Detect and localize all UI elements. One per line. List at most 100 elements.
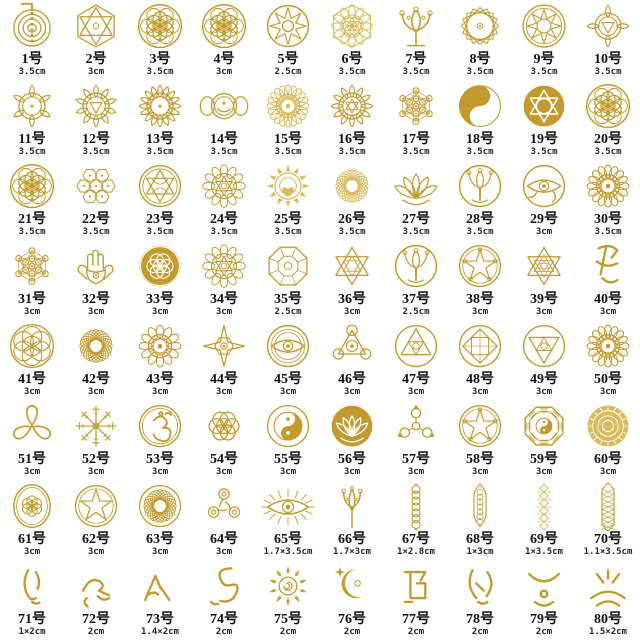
variant-number-label: 10号 [594,52,622,67]
variant-cell[interactable]: 77号 2cm [384,560,448,640]
variant-cell[interactable]: 19号 3.5cm [512,80,576,160]
variant-cell[interactable]: 27号 3.5cm [384,160,448,240]
variant-number-label: 65号 [274,532,302,547]
variant-cell[interactable]: 76号 2cm [320,560,384,640]
variant-number-label: 67号 [402,532,430,547]
variant-cell[interactable]: 35号 2.5cm [256,240,320,320]
variant-cell[interactable]: 22号 3.5cm [64,160,128,240]
variant-cell[interactable]: 57号 3cm [384,400,448,480]
variant-cell[interactable]: 55号 3cm [256,400,320,480]
variant-cell[interactable]: 34号 3cm [192,240,256,320]
variant-cell[interactable]: 41号 3cm [0,320,64,400]
variant-number-label: 5号 [277,52,299,67]
variant-cell[interactable]: 79号 2cm [512,560,576,640]
variant-cell[interactable]: 48号 3cm [448,320,512,400]
variant-cell[interactable]: 15号 3.5cm [256,80,320,160]
variant-cell[interactable]: 21号 3.5cm [0,160,64,240]
variant-number-label: 25号 [274,212,302,227]
variant-cell[interactable]: 32号 3cm [64,240,128,320]
variant-cell[interactable]: 7号 3.5cm [384,0,448,80]
variant-cell[interactable]: 16号 3.5cm [320,80,384,160]
variant-cell[interactable]: 64号 3cm [192,480,256,560]
variant-cell[interactable]: 18号 3.5cm [448,80,512,160]
variant-cell[interactable]: 52号 3cm [64,400,128,480]
variant-size-label: 2cm [407,627,425,637]
variant-cell[interactable]: 75号 2cm [256,560,320,640]
variant-cell[interactable]: 80号 1.5×2cm [576,560,640,640]
variant-cell[interactable]: 78号 2cm [448,560,512,640]
seed-of-life-icon [2,321,62,372]
variant-cell[interactable]: 42号 3cm [64,320,128,400]
variant-cell[interactable]: 20号 3.5cm [576,80,640,160]
variant-cell[interactable]: 63号 3cm [128,480,192,560]
variant-cell[interactable]: 39号 3cm [512,240,576,320]
variant-cell[interactable]: 54号 3cm [192,400,256,480]
variant-size-label: 3.5cm [18,227,46,237]
variant-cell[interactable]: 17号 3.5cm [384,80,448,160]
variant-cell[interactable]: 36号 3cm [320,240,384,320]
variant-cell[interactable]: 72号 2cm [64,560,128,640]
variant-cell[interactable]: 6号 3.5cm [320,0,384,80]
variant-cell[interactable]: 38号 3cm [448,240,512,320]
variant-cell[interactable]: 58号 3cm [448,400,512,480]
heart-chakra-icon [322,81,382,132]
variant-cell[interactable]: 45号 3cm [256,320,320,400]
variant-size-label: 3.5cm [210,227,238,237]
variant-number-label: 36号 [338,292,366,307]
variant-cell[interactable]: 31号 3cm [0,240,64,320]
variant-cell[interactable]: 33号 3cm [128,240,192,320]
variant-size-label: 2cm [535,627,553,637]
variant-cell[interactable]: 26号 3.5cm [320,160,384,240]
swirl-hexagram-circle-icon [130,161,190,212]
variant-cell[interactable]: 28号 3.5cm [448,160,512,240]
variant-cell[interactable]: 11号 3.5cm [0,80,64,160]
variant-cell[interactable]: 2号 3cm [64,0,128,80]
variant-cell[interactable]: 46号 3cm [320,320,384,400]
variant-cell[interactable]: 53号 3cm [128,400,192,480]
variant-number-label: 64号 [210,532,238,547]
variant-cell[interactable]: 13号 3.5cm [128,80,192,160]
variant-cell[interactable]: 74号 2cm [192,560,256,640]
variant-cell[interactable]: 66号 1.7×3cm [320,480,384,560]
variant-cell[interactable]: 61号 3cm [0,480,64,560]
variant-cell[interactable]: 8号 3.5cm [448,0,512,80]
variant-cell[interactable]: 47号 3cm [384,320,448,400]
variant-cell[interactable]: 37号 2.5cm [384,240,448,320]
variant-cell[interactable]: 69号 1×3.5cm [512,480,576,560]
flower-of-life-strip-icon [450,481,510,532]
variant-cell[interactable]: 29号 3cm [512,160,576,240]
variant-cell[interactable]: 73号 1.4×2cm [128,560,192,640]
variant-number-label: 48号 [466,372,494,387]
variant-size-label: 3.5cm [82,227,110,237]
variant-cell[interactable]: 12号 3.5cm [64,80,128,160]
variant-cell[interactable]: 24号 3.5cm [192,160,256,240]
variant-cell[interactable]: 49号 3cm [512,320,576,400]
variant-number-label: 42号 [82,372,110,387]
variant-cell[interactable]: 30号 3.5cm [576,160,640,240]
variant-cell[interactable]: 43号 3cm [128,320,192,400]
variant-cell[interactable]: 70号 1.1×3.5cm [576,480,640,560]
variant-cell[interactable]: 23号 3.5cm [128,160,192,240]
variant-cell[interactable]: 71号 1×2cm [0,560,64,640]
variant-cell[interactable]: 14号 3.5cm [192,80,256,160]
variant-size-label: 3.5cm [466,227,494,237]
variant-cell[interactable]: 60号 3cm [576,400,640,480]
variant-cell[interactable]: 9号 3.5cm [512,0,576,80]
variant-cell[interactable]: 10号 3.5cm [576,0,640,80]
variant-cell[interactable]: 59号 3cm [512,400,576,480]
variant-cell[interactable]: 65号 1.7×3.5cm [256,480,320,560]
variant-cell[interactable]: 4号 3cm [192,0,256,80]
variant-cell[interactable]: 67号 1×2.8cm [384,480,448,560]
variant-cell[interactable]: 25号 3.5cm [256,160,320,240]
variant-cell[interactable]: 5号 2.5cm [256,0,320,80]
variant-cell[interactable]: 40号 3cm [576,240,640,320]
variant-cell[interactable]: 68号 1×3cm [448,480,512,560]
variant-cell[interactable]: 1号 3.5cm [0,0,64,80]
variant-cell[interactable]: 44号 3cm [192,320,256,400]
variant-cell[interactable]: 56号 3cm [320,400,384,480]
variant-cell[interactable]: 50号 3cm [576,320,640,400]
variant-cell[interactable]: 62号 3cm [64,480,128,560]
yin-yang-flower-of-life-icon [450,81,510,132]
variant-cell[interactable]: 51号 3cm [0,400,64,480]
variant-cell[interactable]: 3号 3.5cm [128,0,192,80]
